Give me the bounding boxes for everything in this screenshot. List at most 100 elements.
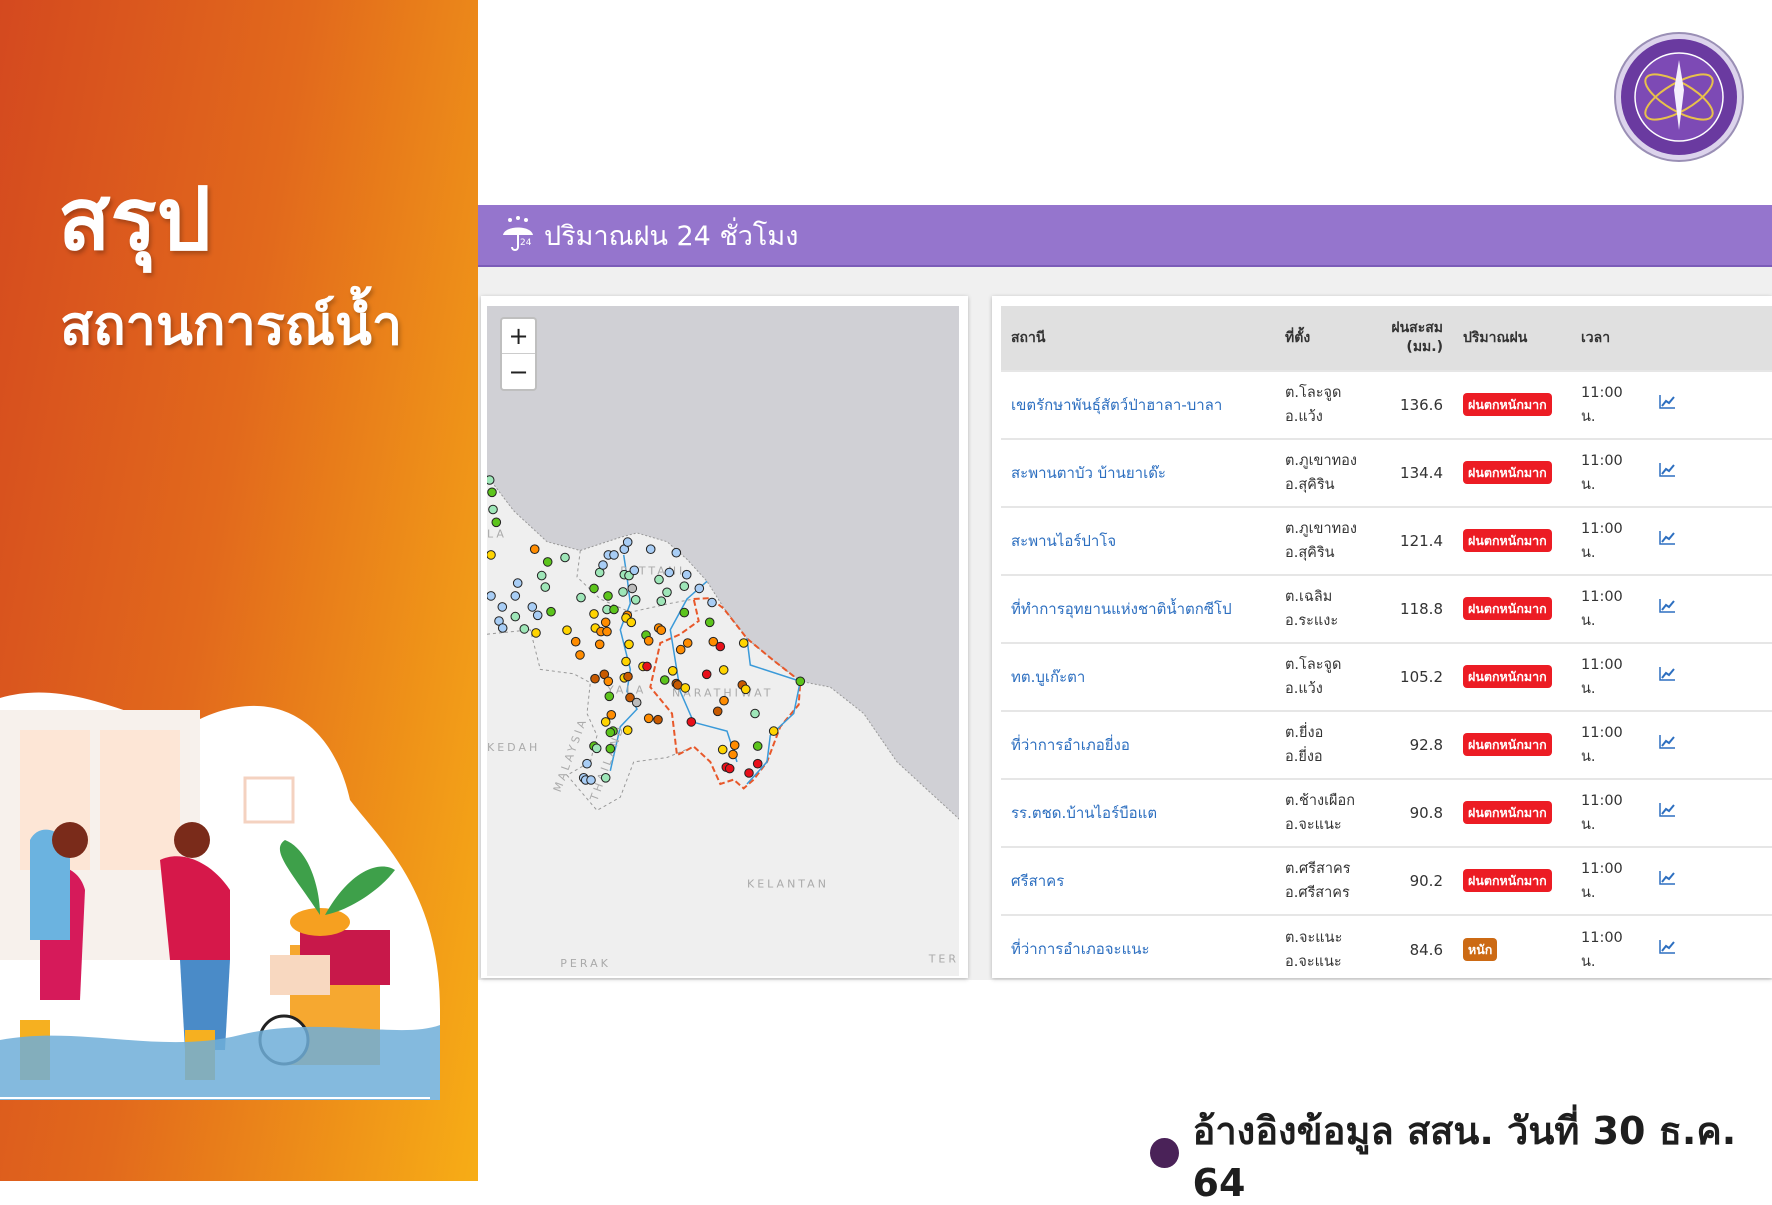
station-link[interactable]: ที่ทำการอุทยานแห่งชาติน้ำตกซีโป (1011, 599, 1232, 618)
rain-station-marker[interactable] (795, 676, 806, 687)
rain-station-marker[interactable] (529, 544, 540, 554)
line-chart-icon[interactable] (1659, 939, 1675, 954)
rain-station-marker[interactable] (609, 604, 619, 615)
rain-station-marker[interactable] (603, 591, 613, 601)
rain-station-marker[interactable] (582, 758, 592, 769)
rain-station-marker[interactable] (598, 560, 608, 570)
rain-station-marker[interactable] (708, 636, 719, 647)
rain-station-marker[interactable] (642, 661, 652, 672)
rain-station-marker[interactable] (487, 487, 497, 498)
rain-station-marker[interactable] (738, 638, 749, 648)
rain-station-marker[interactable] (527, 602, 538, 612)
rain-station-marker[interactable] (600, 617, 611, 628)
rain-station-marker[interactable] (724, 763, 735, 774)
rain-station-marker[interactable] (656, 596, 667, 607)
rain-station-marker[interactable] (707, 597, 717, 608)
rain-station-marker[interactable] (487, 550, 496, 560)
rain-station-marker[interactable] (562, 625, 572, 636)
rain-station-marker[interactable] (540, 582, 551, 592)
rain-station-marker[interactable] (643, 713, 654, 724)
rain-station-marker[interactable] (622, 537, 633, 547)
rain-station-marker[interactable] (605, 727, 616, 738)
rain-station-marker[interactable] (679, 607, 690, 618)
station-link[interactable]: ที่ว่าการอำเภอจะแนะ (1011, 940, 1150, 958)
rain-station-marker[interactable] (604, 691, 615, 702)
station-link[interactable]: รร.ตชด.บ้านไอร์บือแต (1011, 803, 1158, 822)
rain-station-marker[interactable] (744, 768, 754, 778)
rain-station-marker[interactable] (625, 692, 635, 703)
rain-station-marker[interactable] (654, 574, 664, 585)
rain-station-marker[interactable] (542, 557, 553, 567)
rain-station-marker[interactable] (621, 656, 631, 667)
rain-station-marker[interactable] (510, 611, 521, 622)
rain-station-marker[interactable] (497, 602, 508, 612)
rain-station-marker[interactable] (589, 609, 599, 619)
line-chart-icon[interactable] (1659, 871, 1675, 885)
rain-station-marker[interactable] (682, 638, 693, 648)
line-chart-icon[interactable] (1659, 735, 1675, 749)
rain-station-marker[interactable] (631, 697, 642, 708)
rain-station-marker[interactable] (605, 743, 616, 754)
rain-station-marker[interactable] (718, 665, 729, 675)
rainfall-map[interactable]: PATTANI YALA NARATHIWAT KEDAH MALAYSIA THAILA… (481, 296, 968, 978)
rain-station-marker[interactable] (570, 636, 581, 647)
rain-station-marker[interactable] (719, 695, 729, 706)
rain-station-marker[interactable] (667, 666, 678, 676)
line-chart-icon[interactable] (1659, 463, 1675, 477)
rain-station-marker[interactable] (532, 610, 543, 621)
station-link[interactable]: สะพานตาบัว บ้านยาเด๊ะ (1011, 463, 1166, 482)
zoom-in-button[interactable]: + (502, 319, 535, 354)
rain-station-marker[interactable] (510, 591, 521, 601)
rain-station-marker[interactable] (609, 550, 619, 560)
rain-station-marker[interactable] (626, 617, 637, 628)
rain-station-marker[interactable] (768, 726, 779, 736)
rain-station-marker[interactable] (586, 775, 596, 785)
line-chart-icon[interactable] (1659, 667, 1675, 681)
rain-station-marker[interactable] (752, 758, 763, 769)
rain-station-marker[interactable] (680, 683, 691, 693)
rain-station-marker[interactable] (519, 624, 530, 634)
rain-station-marker[interactable] (575, 650, 585, 660)
line-chart-icon[interactable] (1659, 803, 1675, 817)
rain-station-marker[interactable] (728, 749, 738, 760)
rain-station-marker[interactable] (618, 587, 628, 597)
rain-station-marker[interactable] (717, 744, 728, 755)
rain-station-marker[interactable] (487, 475, 495, 485)
rain-station-marker[interactable] (589, 583, 599, 594)
rain-station-marker[interactable] (622, 725, 633, 736)
rain-station-marker[interactable] (629, 565, 640, 576)
rain-station-marker[interactable] (560, 552, 570, 563)
station-link[interactable]: ที่ว่าการอำเภอยี่งอ (1011, 735, 1130, 754)
rain-station-marker[interactable] (606, 710, 617, 720)
rain-station-marker[interactable] (694, 583, 705, 594)
rain-station-marker[interactable] (675, 644, 686, 655)
station-link[interactable]: ศรีสาคร (1011, 871, 1065, 890)
rain-station-marker[interactable] (701, 669, 712, 680)
rain-station-marker[interactable] (750, 708, 760, 719)
line-chart-icon[interactable] (1659, 599, 1675, 613)
rain-station-marker[interactable] (603, 676, 614, 687)
rain-station-marker[interactable] (600, 717, 611, 727)
rain-station-marker[interactable] (591, 743, 602, 754)
rain-station-marker[interactable] (623, 671, 633, 682)
rain-station-marker[interactable] (594, 639, 605, 650)
rain-station-marker[interactable] (546, 606, 556, 617)
rain-station-marker[interactable] (679, 581, 690, 592)
station-link[interactable]: ทต.บูเก๊ะตา (1011, 667, 1086, 686)
rain-station-marker[interactable] (512, 578, 523, 588)
rain-station-marker[interactable] (536, 570, 547, 581)
rain-station-marker[interactable] (627, 583, 638, 594)
rain-station-marker[interactable] (664, 567, 675, 578)
rain-station-marker[interactable] (645, 544, 656, 554)
station-link[interactable]: สะพานไอร์ปาโจ (1011, 531, 1117, 550)
zoom-out-button[interactable]: − (508, 357, 529, 386)
rain-station-marker[interactable] (624, 639, 634, 650)
rain-station-marker[interactable] (600, 773, 611, 783)
rain-station-marker[interactable] (576, 592, 586, 603)
rain-station-marker[interactable] (715, 641, 726, 652)
rain-station-marker[interactable] (531, 628, 541, 638)
rain-station-marker[interactable] (752, 741, 763, 751)
rain-station-marker[interactable] (712, 706, 723, 717)
rain-station-marker[interactable] (599, 669, 610, 680)
